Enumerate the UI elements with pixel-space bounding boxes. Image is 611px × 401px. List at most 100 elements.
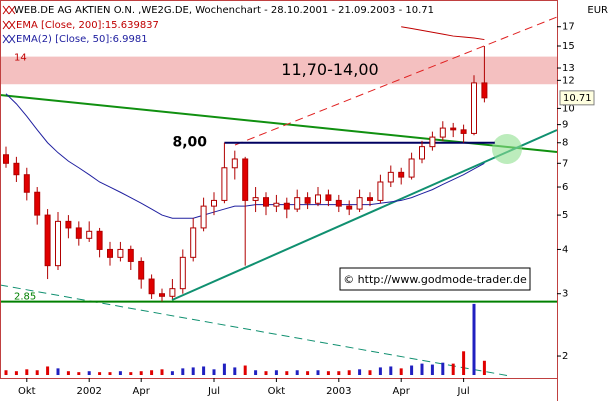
volume-bar [46,366,50,375]
candle-body [138,260,145,280]
volume-bar [150,370,154,375]
volume-bar [451,363,455,375]
candle-body [450,127,457,131]
volume-bar [389,366,393,375]
volume-bar [77,372,81,375]
volume-bar [420,363,424,375]
legend-icon [2,5,16,15]
x-tick-label: Okt [18,386,36,397]
y-tick-label: 17 [562,22,575,33]
candle-body [107,248,113,258]
candle-body [356,197,363,210]
candle-body [429,136,436,148]
volume-bar [56,368,60,375]
credit-box [339,267,531,291]
volume-bar [482,360,486,375]
candle-body [346,205,353,210]
x-tick-label: Jul [457,386,470,397]
candle-body [263,197,269,207]
x-tick-label: Okt [268,386,286,397]
trend-line-up [171,129,558,301]
candle-body [460,129,467,134]
volume-bar [368,370,372,375]
candle-body [231,158,238,169]
candle-body [367,197,373,201]
volume-bar [25,369,29,375]
zone-edge-label: 14 [14,53,27,64]
candle-body [3,154,9,164]
y-tick-label: 13 [562,63,575,74]
candle-body [211,199,217,207]
volume-bar [98,372,102,375]
candle-body [335,199,342,207]
volume-bar [118,371,122,375]
y-tick-label: 3 [562,289,568,300]
candle-body [439,127,446,138]
volume-bar [4,370,8,375]
x-tick-label: Apr [393,386,411,397]
volume-bar [472,303,476,375]
candle-body [471,82,477,134]
candle-body [159,293,165,297]
volume-bar [139,371,143,375]
candle-body [117,248,124,258]
legend-icon [2,34,16,44]
volume-bar [274,370,278,375]
chart-title: WEB.DE AG AKTIEN O.N. ,WE2G.DE, Wochench… [14,5,434,16]
highlight-circle [492,134,522,164]
volume-tick-label: 2 [562,351,568,362]
trend-line-dashed [234,16,558,146]
volume-bar [254,370,258,375]
candle-body [86,230,93,239]
candle-body [169,288,176,297]
volume-bar [285,371,289,375]
zone-label: 11,70-14,00 [281,60,378,79]
candle-body [377,181,384,201]
volume-bar [160,369,164,375]
candle-body [96,230,103,250]
candle-body [200,205,207,229]
volume-bar [202,366,206,375]
candle-body [481,82,488,99]
volume-bar [430,364,434,375]
volume-bar [66,371,70,375]
zone-band [1,56,557,85]
volume-bar [212,369,216,375]
volume-bar [399,368,403,375]
candle-body [65,220,72,229]
last-price-label: 10.71 [563,93,592,104]
legend-entry: EMA [Close, 200]:15.639837 [16,20,159,31]
candle-body [398,171,405,178]
x-tick-label: Jul [207,386,220,397]
plot-layer: 8,00 2.85 [0,26,557,375]
volume-bar [306,371,310,375]
volume-bar [35,370,39,375]
volume-bar [14,371,18,375]
volume-bar [410,365,414,375]
volume-bar [191,367,195,375]
last-price-box [559,90,595,106]
candle-body [75,227,82,239]
legend-entry: EMA(2) [Close, 50]:6.9981 [16,34,148,45]
candle-body [179,256,186,290]
candle-body [190,227,197,258]
y-tick-label: 10 [562,103,575,114]
volume-bar [181,368,185,375]
y-tick-label: 8 [562,138,568,149]
level-label: 2.85 [14,292,36,303]
y-tick-label: 9 [562,120,568,131]
volume-bar [378,367,382,375]
candle-body [127,248,134,262]
volume-bar [316,370,320,375]
candle-body [283,202,290,210]
candle-body [13,162,20,176]
candle-body [408,158,415,178]
volume-bar [462,351,466,375]
volume-bar [243,365,247,375]
level-label: 8,00 [172,135,207,151]
zone-layer: 11,70-14,00 14 [1,53,557,85]
candle-body [294,197,301,210]
volume-bar [358,369,362,375]
y-tick-label: 5 [562,210,568,221]
